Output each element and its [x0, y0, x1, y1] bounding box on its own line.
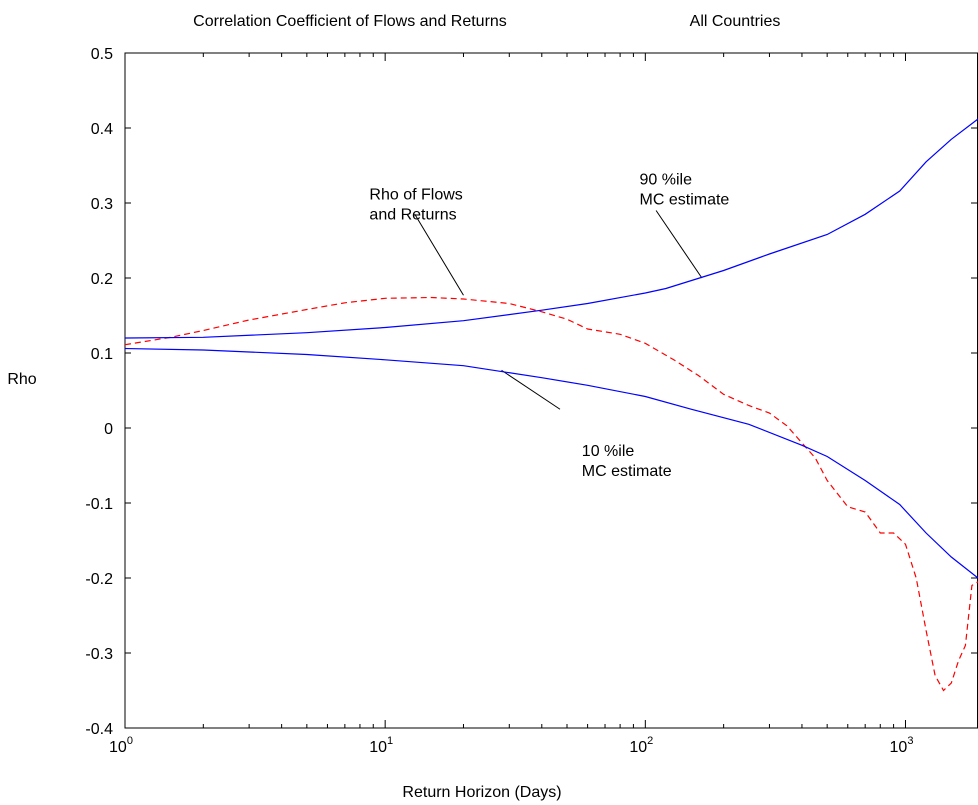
- series-line-2: [124, 347, 978, 579]
- x-tick-exponent: 1: [387, 735, 393, 747]
- annotation-pointer: [655, 210, 703, 279]
- plot-frame: [124, 52, 978, 729]
- x-tick-exponent: 2: [647, 735, 653, 747]
- y-axis-label: Rho: [7, 371, 36, 388]
- annotation-text: 10 %ile: [582, 443, 635, 460]
- y-tick-label: 0.3: [91, 196, 113, 213]
- x-tick-label: 101: [369, 735, 393, 756]
- x-tick-label: 100: [109, 735, 133, 756]
- x-tick-label: 102: [629, 735, 653, 756]
- x-tick-label: 103: [890, 735, 914, 756]
- y-tick-label: -0.2: [85, 571, 113, 588]
- y-tick-label: 0.1: [91, 346, 113, 363]
- chart-subtitle: All Countries: [690, 13, 781, 30]
- annotations: Rho of Flows and Returns 90 %ile MC estimat…: [369, 171, 729, 480]
- chart-title: Correlation Coefficient of Flows and Ret…: [193, 13, 507, 30]
- x-axis-label: Return Horizon (Days): [402, 784, 561, 801]
- annotation-text: and Returns: [369, 206, 456, 223]
- annotation-text: 90 %ile: [640, 171, 693, 188]
- annotation-pointer: [501, 369, 561, 410]
- y-tick-label: -0.3: [85, 646, 113, 663]
- x-tick-base: 10: [369, 739, 387, 756]
- annotation-text: MC estimate: [640, 191, 730, 208]
- x-tick-exponent: 3: [907, 735, 913, 747]
- series-line-1: [124, 118, 978, 339]
- annotation-pointer: [414, 213, 464, 296]
- y-tick-label: -0.4: [85, 721, 113, 738]
- data-series: [124, 118, 978, 692]
- y-tick-label: 0.2: [91, 271, 113, 288]
- y-tick-label: 0.5: [91, 46, 113, 63]
- annotation-text: Rho of Flows: [369, 186, 462, 203]
- y-tick-label: 0: [104, 421, 113, 438]
- x-tick-base: 10: [629, 739, 647, 756]
- x-tick-base: 10: [890, 739, 908, 756]
- annotation-text: MC estimate: [582, 463, 672, 480]
- x-tick-base: 10: [109, 739, 127, 756]
- y-tick-label: -0.1: [85, 496, 113, 513]
- x-tick-exponent: 0: [127, 735, 133, 747]
- series-line-0: [124, 296, 978, 692]
- y-tick-label: 0.4: [91, 121, 113, 138]
